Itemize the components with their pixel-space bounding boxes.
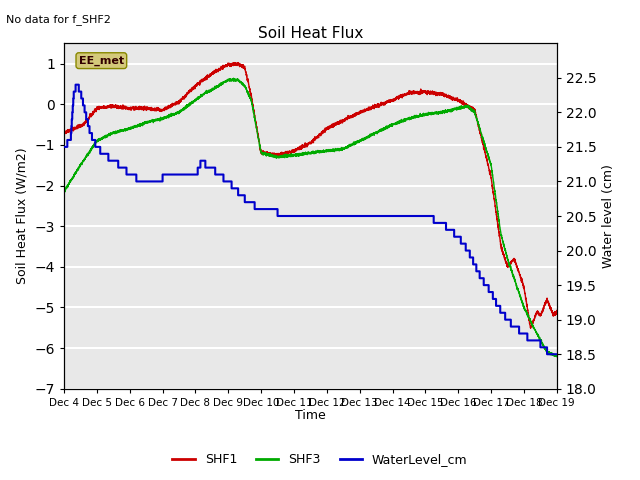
- Text: No data for f_SHF2: No data for f_SHF2: [6, 14, 111, 25]
- Text: EE_met: EE_met: [79, 56, 124, 66]
- Y-axis label: Water level (cm): Water level (cm): [602, 164, 615, 268]
- Legend: SHF1, SHF3, WaterLevel_cm: SHF1, SHF3, WaterLevel_cm: [167, 448, 473, 471]
- Y-axis label: Soil Heat Flux (W/m2): Soil Heat Flux (W/m2): [16, 148, 29, 284]
- Title: Soil Heat Flux: Soil Heat Flux: [258, 25, 363, 41]
- X-axis label: Time: Time: [295, 409, 326, 422]
